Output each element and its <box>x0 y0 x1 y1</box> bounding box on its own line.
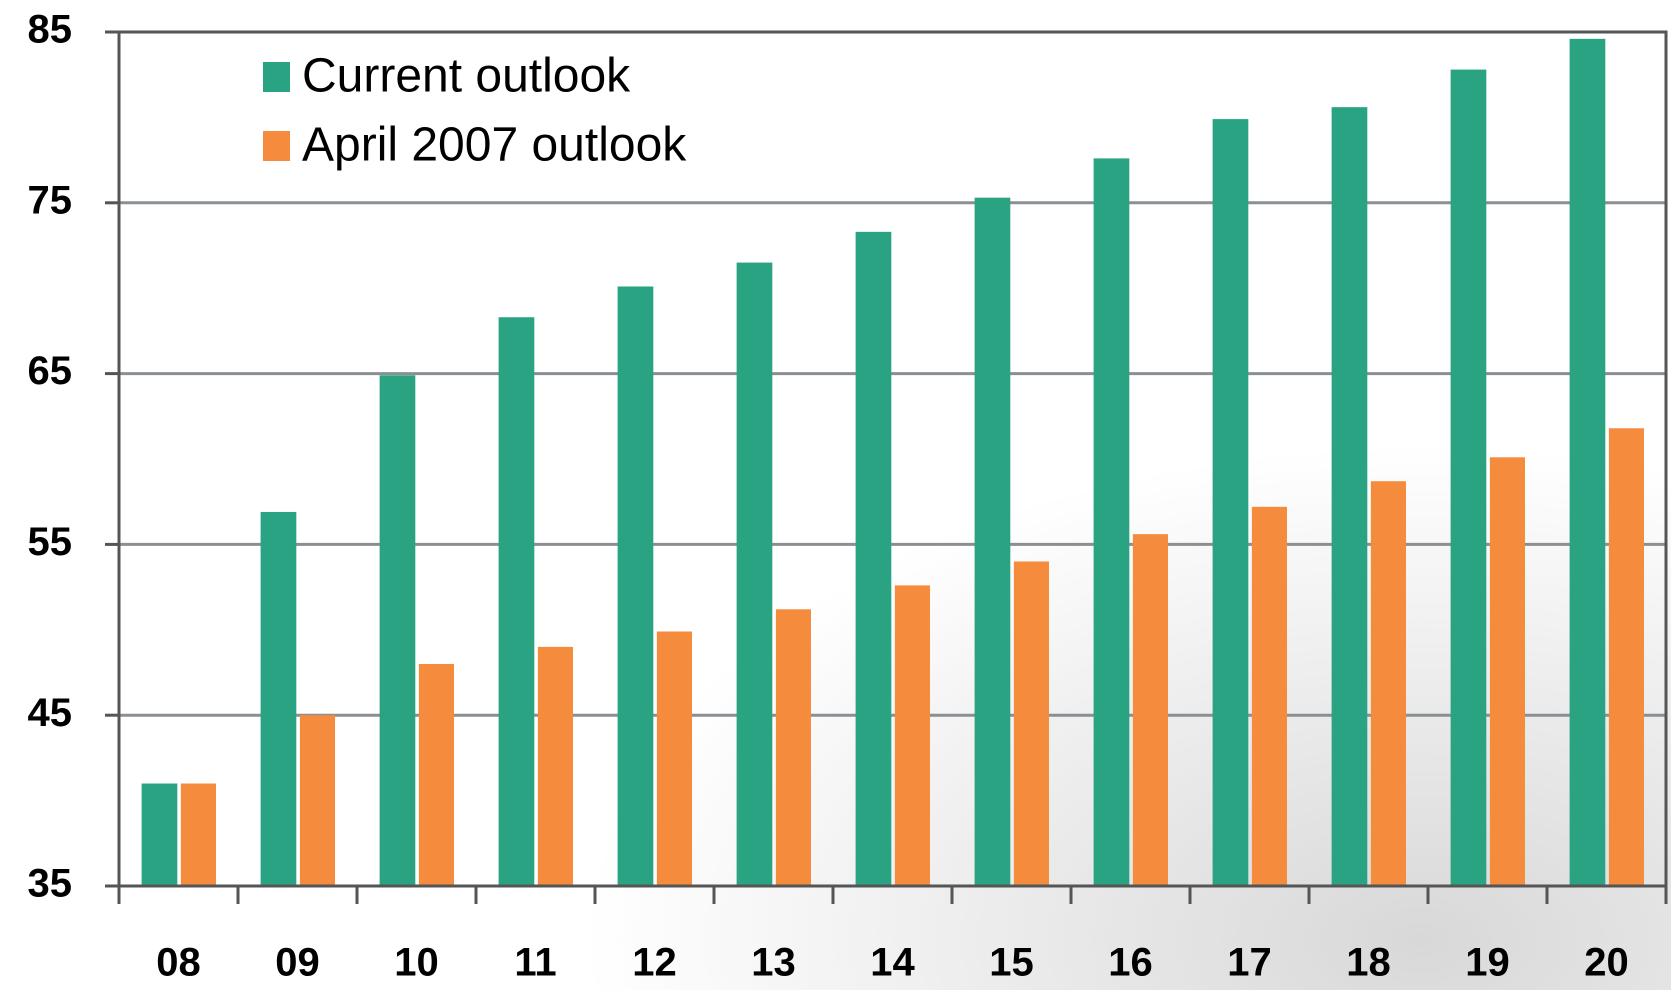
bar <box>1370 481 1406 886</box>
bar <box>1450 69 1487 887</box>
bar <box>260 511 297 886</box>
bar <box>1331 107 1368 887</box>
x-tick-label: 20 <box>1584 941 1629 985</box>
x-tick-label: 16 <box>1108 941 1153 985</box>
bar <box>1212 119 1249 886</box>
legend-label: Current outlook <box>302 50 631 103</box>
x-tick-label: 09 <box>275 941 320 985</box>
y-tick-label: 45 <box>28 691 73 735</box>
x-tick-label: 18 <box>1346 941 1391 985</box>
bar <box>1608 428 1644 886</box>
y-tick-label: 85 <box>28 8 73 52</box>
bar <box>855 231 892 886</box>
bar <box>1093 158 1130 887</box>
x-tick-label: 11 <box>514 941 556 985</box>
x-tick-label: 14 <box>870 941 915 985</box>
bar <box>537 646 573 886</box>
y-tick-label: 35 <box>28 862 73 906</box>
bar <box>617 286 654 886</box>
bar <box>299 715 335 886</box>
legend-swatch <box>263 131 290 161</box>
x-tick-label: 15 <box>989 941 1034 985</box>
legend-swatch <box>263 62 290 92</box>
bar <box>1251 506 1287 886</box>
x-tick-label: 17 <box>1227 941 1272 985</box>
bar <box>418 663 454 886</box>
bar <box>894 585 930 886</box>
y-tick-label: 65 <box>28 349 73 393</box>
x-tick-label: 12 <box>632 941 677 985</box>
bar <box>379 375 416 886</box>
y-tick-label: 55 <box>28 520 73 564</box>
x-tick-label: 10 <box>394 941 439 985</box>
y-tick-label: 75 <box>28 178 73 222</box>
bar <box>775 609 811 886</box>
x-tick-label: 19 <box>1465 941 1510 985</box>
bar <box>1569 38 1606 886</box>
x-tick-label: 13 <box>751 941 796 985</box>
bar <box>1132 534 1168 886</box>
x-tick-label: 08 <box>156 941 201 985</box>
bar <box>974 197 1011 886</box>
bar <box>736 262 773 887</box>
bar <box>498 317 535 887</box>
legend-label: April 2007 outlook <box>302 119 687 172</box>
bar <box>180 783 216 886</box>
bar <box>141 783 178 886</box>
bar <box>1489 457 1525 886</box>
plot-frame <box>117 30 1668 888</box>
bar <box>656 631 692 886</box>
bar <box>1013 561 1049 886</box>
